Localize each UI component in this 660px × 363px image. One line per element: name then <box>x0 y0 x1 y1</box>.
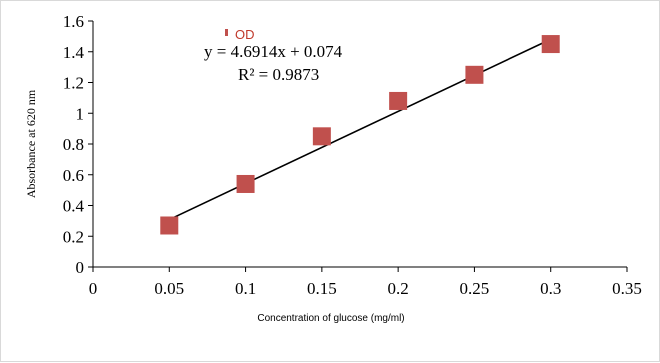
data-point <box>389 91 408 110</box>
x-tick-label: 0.35 <box>612 279 642 298</box>
r-squared-label: R² = 0.9873 <box>238 65 319 84</box>
x-tick-label: 0.3 <box>540 279 561 298</box>
y-tick-label: 0.2 <box>63 227 84 246</box>
y-tick-label: 0.8 <box>63 135 84 154</box>
data-point <box>160 216 179 235</box>
x-tick-label: 0.15 <box>307 279 337 298</box>
data-point <box>236 174 255 193</box>
x-tick-label: 0.25 <box>460 279 490 298</box>
x-tick-label: 0.05 <box>154 279 184 298</box>
y-tick-label: 0.4 <box>63 197 85 216</box>
x-tick-label: 0.2 <box>388 279 409 298</box>
data-point <box>312 127 331 146</box>
legend-label: OD <box>235 27 255 42</box>
x-tick-label: 0 <box>89 279 98 298</box>
data-point <box>541 35 560 54</box>
x-tick-label: 0.1 <box>235 279 256 298</box>
legend: OD <box>225 27 255 42</box>
y-tick-label: 1.4 <box>63 43 85 62</box>
y-tick-label: 1.2 <box>63 74 84 93</box>
data-points <box>160 35 560 235</box>
ticks: 0 0.2 0.4 0.6 0.8 1 1.2 1.4 1.6 0 0.05 0.1 0.15 0.2 0.… <box>63 12 642 298</box>
y-tick-label: 0 <box>76 258 85 277</box>
trendline <box>168 38 552 221</box>
y-axis-label: Absorbance at 620 nm <box>24 89 38 198</box>
x-axis-label: Concentration of glucose (mg/ml) <box>257 313 404 324</box>
trendline-equation: y = 4.6914x + 0.074 <box>204 42 343 61</box>
data-point <box>465 65 484 84</box>
y-tick-label: 1.6 <box>63 12 84 31</box>
y-tick-label: 0.6 <box>63 166 84 185</box>
y-tick-label: 1 <box>76 104 85 123</box>
legend-swatch <box>225 29 228 36</box>
